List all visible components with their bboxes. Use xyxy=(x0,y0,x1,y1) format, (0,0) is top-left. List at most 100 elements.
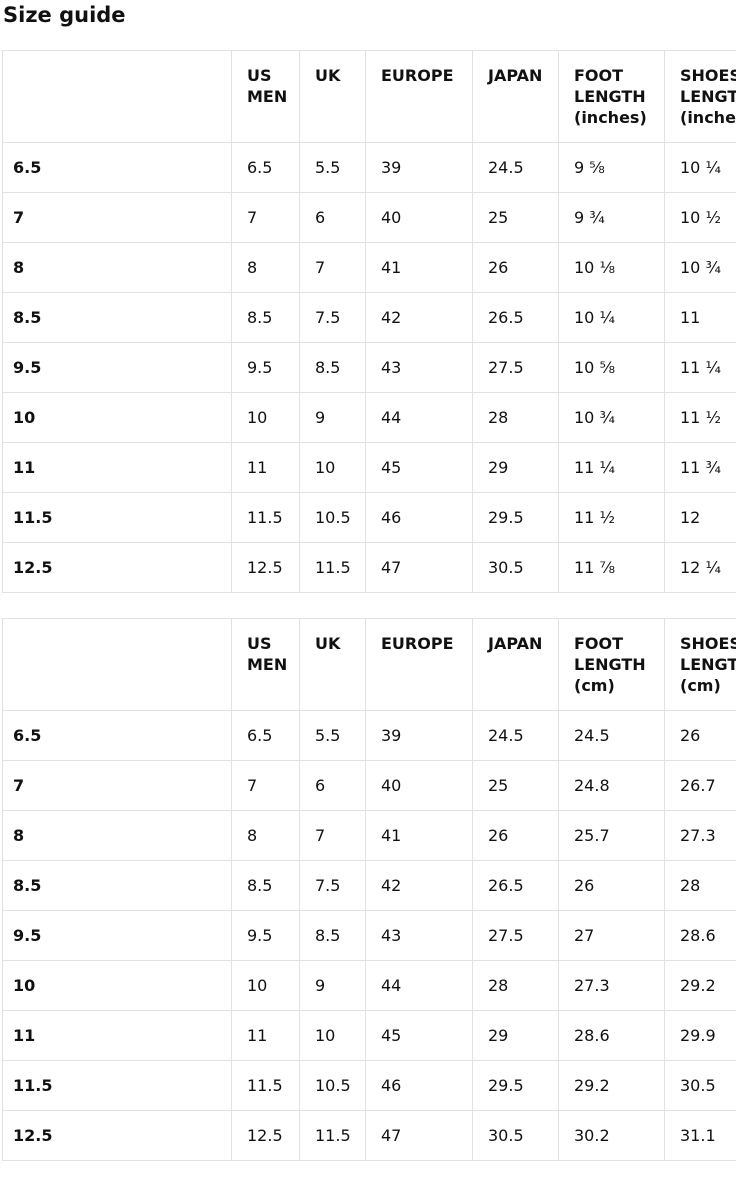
size-cell: 39 xyxy=(366,143,473,193)
column-header: JAPAN xyxy=(473,619,559,711)
size-cell: 29.9 xyxy=(665,1011,736,1061)
size-cell: 10 xyxy=(232,393,300,443)
size-cell: 10 ¾ xyxy=(665,243,736,293)
size-cell: 5.5 xyxy=(300,711,366,761)
size-cell: 44 xyxy=(366,393,473,443)
size-cell: 27 xyxy=(559,911,665,961)
row-label: 7 xyxy=(3,193,232,243)
size-cell: 29.2 xyxy=(665,961,736,1011)
size-cell: 9 ¾ xyxy=(559,193,665,243)
size-cell: 9.5 xyxy=(232,911,300,961)
size-cell: 6.5 xyxy=(232,711,300,761)
size-cell: 42 xyxy=(366,293,473,343)
size-cell: 6 xyxy=(300,193,366,243)
size-cell: 27.3 xyxy=(665,811,736,861)
size-cell: 26 xyxy=(473,243,559,293)
size-cell: 10.5 xyxy=(300,1061,366,1111)
size-cell: 11 xyxy=(232,443,300,493)
row-label: 11.5 xyxy=(3,493,232,543)
size-cell: 8 xyxy=(232,811,300,861)
size-cell: 29.5 xyxy=(473,493,559,543)
row-label: 8.5 xyxy=(3,293,232,343)
size-cell: 27.5 xyxy=(473,343,559,393)
size-cell: 44 xyxy=(366,961,473,1011)
size-cell: 11 xyxy=(665,293,736,343)
size-cell: 28 xyxy=(665,861,736,911)
size-cell: 10.5 xyxy=(300,493,366,543)
size-cell: 7 xyxy=(300,811,366,861)
size-cell: 7 xyxy=(232,193,300,243)
size-cell: 11.5 xyxy=(300,1111,366,1161)
row-label: 8 xyxy=(3,243,232,293)
row-label: 8 xyxy=(3,811,232,861)
size-cell: 27.5 xyxy=(473,911,559,961)
row-label: 11.5 xyxy=(3,1061,232,1111)
size-cell: 26 xyxy=(473,811,559,861)
column-header: SHOES LENGTH (inches) xyxy=(665,51,736,143)
size-cell: 24.8 xyxy=(559,761,665,811)
row-label: 12.5 xyxy=(3,1111,232,1161)
size-cell: 46 xyxy=(366,493,473,543)
size-cell: 7 xyxy=(300,243,366,293)
size-cell: 39 xyxy=(366,711,473,761)
size-cell: 7.5 xyxy=(300,861,366,911)
size-cell: 26.5 xyxy=(473,861,559,911)
size-cell: 41 xyxy=(366,811,473,861)
size-cell: 26.5 xyxy=(473,293,559,343)
size-cell: 10 xyxy=(300,1011,366,1061)
size-cell: 26 xyxy=(665,711,736,761)
row-label: 12.5 xyxy=(3,543,232,593)
size-cell: 26 xyxy=(559,861,665,911)
size-cell: 25.7 xyxy=(559,811,665,861)
size-cell: 11.5 xyxy=(300,543,366,593)
size-cell: 24.5 xyxy=(559,711,665,761)
size-cell: 28.6 xyxy=(665,911,736,961)
column-header xyxy=(3,619,232,711)
column-header: US MEN xyxy=(232,619,300,711)
size-cell: 8 xyxy=(232,243,300,293)
size-cell: 29.2 xyxy=(559,1061,665,1111)
size-cell: 8.5 xyxy=(232,293,300,343)
size-cell: 10 ¼ xyxy=(665,143,736,193)
row-label: 10 xyxy=(3,961,232,1011)
size-cell: 47 xyxy=(366,1111,473,1161)
column-header: SHOES LENGTH (cm) xyxy=(665,619,736,711)
column-header: EUROPE xyxy=(366,619,473,711)
size-cell: 30.5 xyxy=(473,1111,559,1161)
size-cell: 9 xyxy=(300,961,366,1011)
row-label: 11 xyxy=(3,443,232,493)
row-label: 7 xyxy=(3,761,232,811)
size-cell: 29 xyxy=(473,443,559,493)
size-cell: 11.5 xyxy=(232,493,300,543)
size-cell: 46 xyxy=(366,1061,473,1111)
column-header: UK xyxy=(300,619,366,711)
size-cell: 10 ¼ xyxy=(559,293,665,343)
size-cell: 30.2 xyxy=(559,1111,665,1161)
size-cell: 11 ½ xyxy=(665,393,736,443)
size-cell: 29 xyxy=(473,1011,559,1061)
size-cell: 7.5 xyxy=(300,293,366,343)
size-cell: 28 xyxy=(473,393,559,443)
size-cell: 10 ¾ xyxy=(559,393,665,443)
column-header xyxy=(3,51,232,143)
size-cell: 11 ¼ xyxy=(559,443,665,493)
size-cell: 11.5 xyxy=(232,1061,300,1111)
size-cell: 12.5 xyxy=(232,543,300,593)
size-cell: 28.6 xyxy=(559,1011,665,1061)
